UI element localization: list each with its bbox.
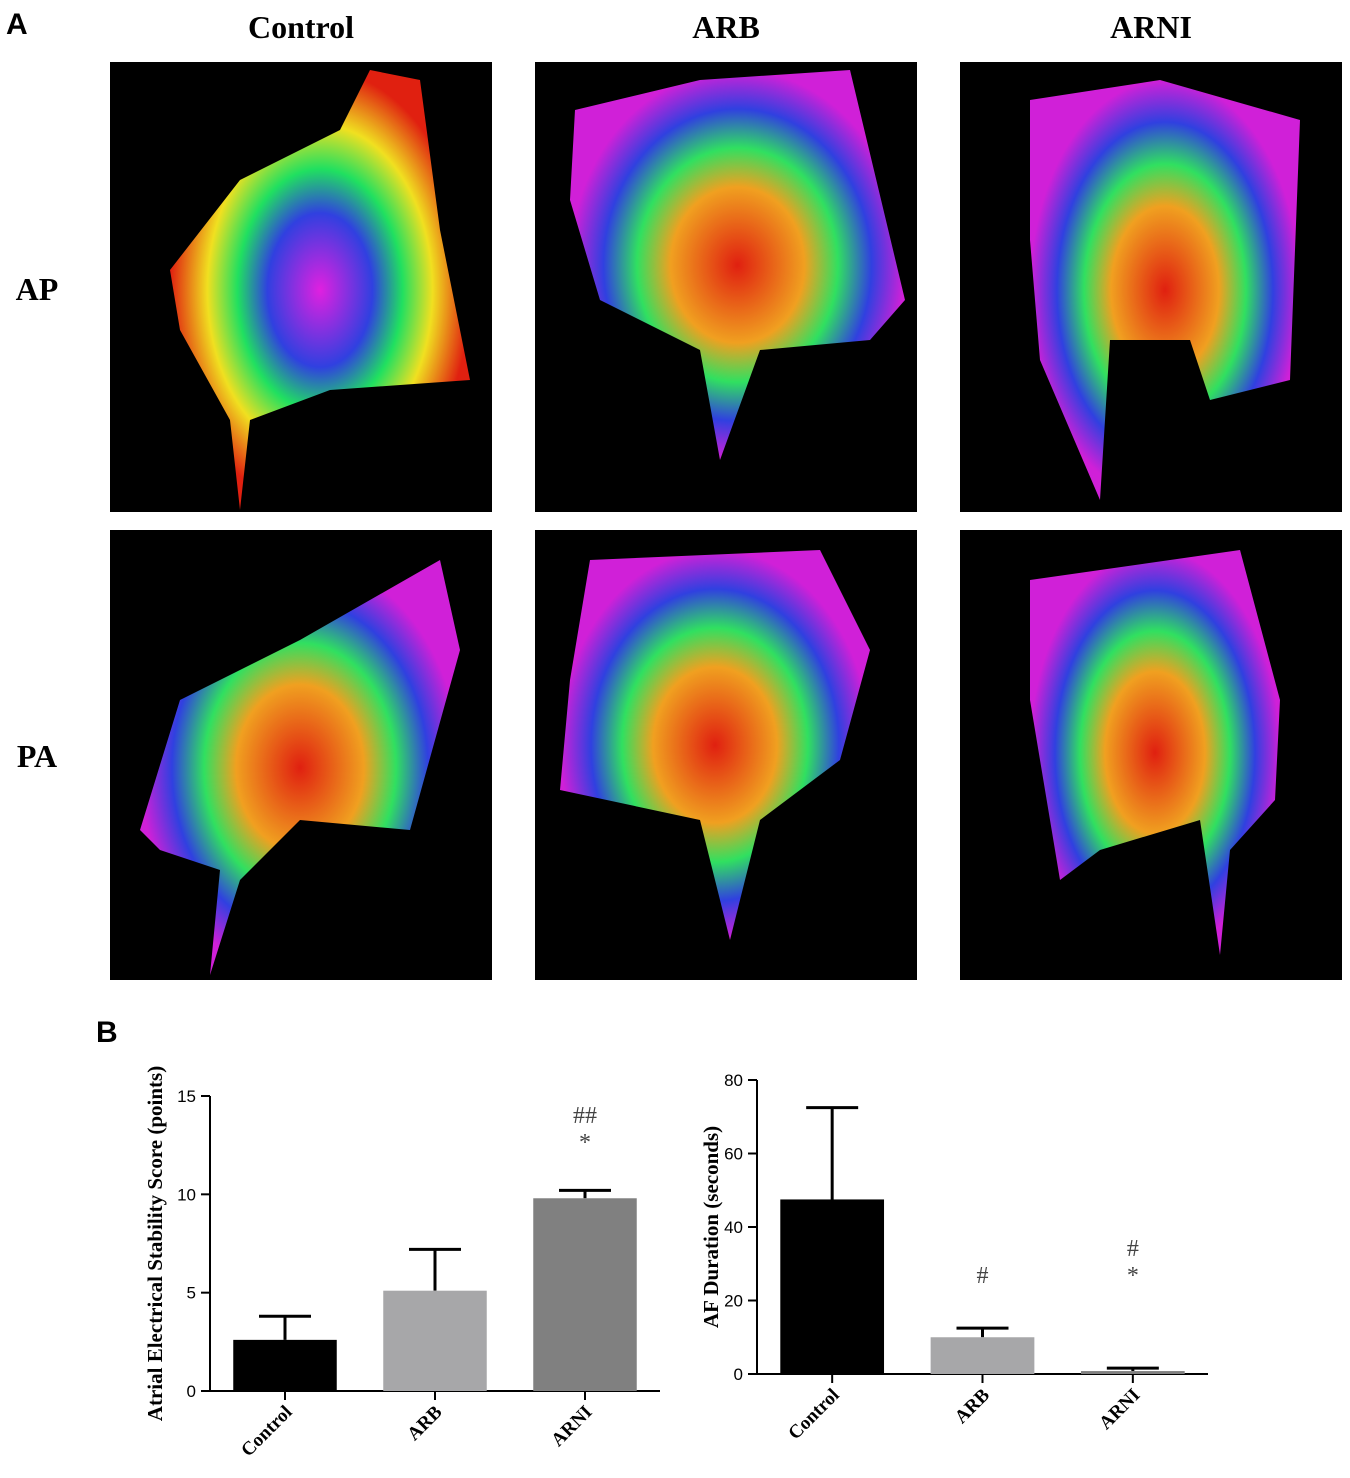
y-axis-label: Atrial Electrical Stability Score (point…	[143, 1066, 167, 1421]
y-tick-label: 60	[724, 1145, 743, 1164]
y-tick-label: 20	[724, 1292, 743, 1311]
significance-mark: *	[579, 1130, 591, 1156]
row-title: AP	[16, 271, 59, 307]
bar	[1080, 1371, 1185, 1374]
x-tick-label: ARB	[403, 1401, 446, 1444]
bar	[533, 1198, 637, 1391]
y-axis-label: AF Duration (seconds)	[699, 1126, 723, 1328]
column-title: ARNI	[1110, 9, 1192, 45]
x-tick-label: ARB	[951, 1384, 994, 1427]
bar	[233, 1339, 337, 1391]
map-shape	[170, 70, 470, 510]
y-tick-label: 0	[187, 1382, 196, 1401]
x-tick-label: ARNI	[547, 1402, 596, 1451]
column-title: ARB	[692, 9, 760, 45]
y-tick-label: 0	[734, 1365, 743, 1384]
row-title: PA	[17, 738, 57, 774]
map-grid	[110, 62, 1342, 980]
x-tick-label: ARNI	[1095, 1385, 1144, 1434]
y-tick-label: 80	[724, 1071, 743, 1090]
map-shape	[570, 70, 905, 460]
panel-label: A	[6, 8, 28, 41]
column-title: Control	[248, 9, 354, 45]
bar	[383, 1290, 487, 1391]
y-tick-label: 5	[187, 1284, 196, 1303]
panel-label: B	[96, 1016, 118, 1049]
y-tick-label: 10	[177, 1185, 196, 1204]
map-shape	[1030, 80, 1300, 500]
significance-mark: #	[977, 1263, 989, 1289]
bar	[930, 1337, 1035, 1374]
significance-mark: ##	[573, 1103, 597, 1129]
map-shape	[560, 550, 870, 940]
significance-mark: #	[1127, 1236, 1139, 1262]
x-tick-label: Control	[237, 1402, 296, 1461]
y-tick-label: 40	[724, 1218, 743, 1237]
bar	[780, 1199, 885, 1374]
map-shape	[140, 560, 460, 975]
significance-mark: *	[1127, 1263, 1139, 1289]
y-tick-label: 15	[177, 1087, 196, 1106]
map-shape	[1030, 550, 1280, 955]
x-tick-label: Control	[784, 1385, 843, 1444]
